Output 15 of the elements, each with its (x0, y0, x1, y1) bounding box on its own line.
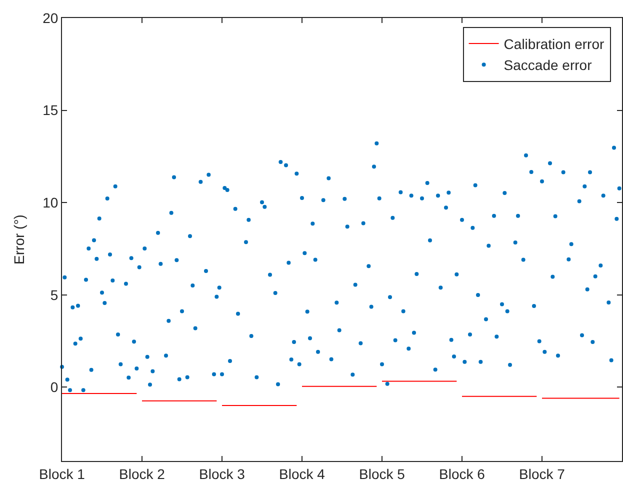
x-tick-label: Block 6 (439, 466, 486, 482)
y-tick-label: 15 (42, 102, 58, 118)
y-tick-label: 20 (42, 10, 58, 26)
x-tick-label: Block 7 (519, 466, 566, 482)
x-tick-label: Block 1 (39, 466, 86, 482)
x-tick-label: Block 5 (359, 466, 406, 482)
y-axis-title: Error (°) (11, 214, 27, 264)
x-tick-label: Block 3 (199, 466, 246, 482)
y-tick-label: 5 (50, 286, 58, 303)
y-tick-label: 0 (50, 379, 58, 396)
legend-label: Calibration error (504, 36, 605, 52)
legend-label: Saccade error (504, 57, 592, 74)
y-tick-label: 10 (42, 194, 58, 210)
x-tick-label: Block 2 (119, 466, 166, 482)
x-tick-label: Block 4 (279, 466, 326, 482)
